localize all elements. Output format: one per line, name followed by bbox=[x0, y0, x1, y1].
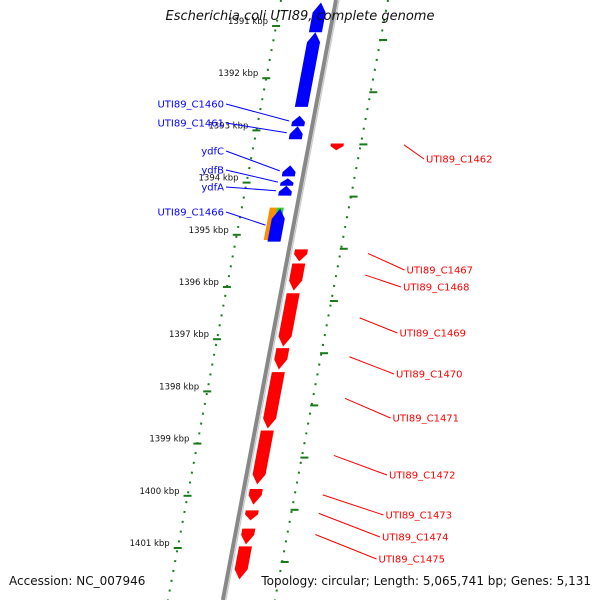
tick-label: 1394 kbp bbox=[199, 174, 239, 184]
label-leader bbox=[367, 252, 405, 271]
forward-gene-label[interactable]: ydfC bbox=[201, 147, 224, 158]
map-title: Escherichia coli UTI89, complete genome bbox=[165, 9, 435, 24]
tick-label: 1398 kbp bbox=[159, 382, 199, 392]
backbone-highlight bbox=[225, 0, 340, 600]
reverse-gene-label[interactable]: UTI89_C1471 bbox=[393, 414, 460, 425]
label-leader bbox=[333, 454, 388, 476]
outer-tick-ring bbox=[273, 0, 389, 600]
forward-gene-arrow bbox=[308, 2, 326, 33]
label-leader bbox=[225, 211, 266, 226]
forward-gene-arrow bbox=[291, 115, 305, 127]
tick-label: 1397 kbp bbox=[169, 330, 209, 340]
label-leader bbox=[403, 144, 425, 160]
orange-feature bbox=[263, 207, 277, 241]
label-leader bbox=[365, 274, 402, 288]
gene-labels: UTI89_C1460 UTI89_C1461 ydfC ydfB ydfA UTI89_… bbox=[157, 100, 492, 566]
forward-gene-arrow bbox=[288, 126, 303, 140]
forward-gene-arrow bbox=[278, 185, 292, 196]
reverse-gene-arrow bbox=[330, 143, 344, 151]
tick-label: 1400 kbp bbox=[139, 487, 179, 497]
reverse-gene-arrow bbox=[241, 528, 256, 545]
forward-gene-label[interactable]: UTI89_C1460 bbox=[157, 100, 224, 111]
label-leader bbox=[225, 103, 290, 122]
forward-gene-label[interactable]: UTI89_C1466 bbox=[157, 208, 224, 219]
reverse-gene-label[interactable]: UTI89_C1472 bbox=[389, 471, 456, 482]
forward-gene-arrow bbox=[279, 178, 294, 186]
tick-label: 1395 kbp bbox=[189, 226, 229, 236]
reverse-gene-arrow bbox=[289, 263, 306, 291]
reverse-gene-arrow bbox=[234, 546, 252, 580]
label-leader bbox=[225, 169, 279, 183]
forward-gene-arrow bbox=[294, 32, 321, 107]
label-leader bbox=[225, 186, 277, 192]
label-leader bbox=[322, 494, 384, 516]
reverse-gene-label[interactable]: UTI89_C1474 bbox=[382, 533, 449, 544]
reverse-gene-arrow bbox=[245, 510, 259, 521]
label-leader bbox=[359, 317, 398, 334]
reverse-gene-label[interactable]: UTI89_C1462 bbox=[426, 155, 493, 166]
label-leader bbox=[318, 512, 381, 538]
accession-label: Accession: NC_007946 bbox=[7, 574, 148, 588]
forward-gene-arrow bbox=[267, 208, 285, 242]
reverse-gene-label[interactable]: UTI89_C1469 bbox=[400, 329, 467, 340]
tick-label: 1391 kbp bbox=[228, 17, 268, 27]
backbone bbox=[220, 0, 340, 600]
reverse-gene-label[interactable]: UTI89_C1475 bbox=[379, 555, 446, 566]
tick-label: 1392 kbp bbox=[218, 69, 258, 79]
tick-label: 1399 kbp bbox=[149, 435, 189, 445]
reverse-gene-label[interactable]: UTI89_C1467 bbox=[407, 266, 474, 277]
backbone-line bbox=[220, 0, 338, 600]
label-leader bbox=[225, 122, 287, 134]
feature-track bbox=[234, 2, 344, 580]
forward-gene-label[interactable]: UTI89_C1461 bbox=[157, 119, 224, 130]
reverse-gene-arrow bbox=[248, 489, 263, 505]
label-leader bbox=[315, 534, 377, 560]
inner-tick-ring bbox=[166, 0, 282, 600]
reverse-gene-arrow bbox=[263, 372, 285, 429]
forward-gene-arrow bbox=[281, 165, 296, 177]
tick-label: 1401 kbp bbox=[130, 539, 170, 549]
tick-label: 1396 kbp bbox=[179, 278, 219, 288]
reverse-gene-label[interactable]: UTI89_C1473 bbox=[386, 511, 453, 522]
reverse-gene-label[interactable]: UTI89_C1468 bbox=[403, 283, 470, 294]
genome-summary: Topology: circular; Length: 5,065,741 bp… bbox=[259, 574, 593, 588]
reverse-gene-arrow bbox=[278, 293, 300, 347]
reverse-gene-arrow bbox=[252, 430, 274, 485]
forward-gene-label[interactable]: ydfB bbox=[201, 166, 224, 177]
label-leader bbox=[349, 356, 395, 375]
label-leader bbox=[225, 150, 280, 172]
tick-label: 1393 kbp bbox=[208, 121, 248, 131]
reverse-gene-label[interactable]: UTI89_C1470 bbox=[396, 370, 463, 381]
reverse-gene-arrow bbox=[294, 249, 308, 262]
label-leader bbox=[344, 397, 391, 419]
reverse-gene-arrow bbox=[274, 348, 290, 370]
tick-ring: 1391 kbp 1392 kbp 1393 kbp 1394 kbp 1395 kbp… bbox=[130, 0, 389, 600]
forward-gene-label[interactable]: ydfA bbox=[201, 183, 224, 194]
